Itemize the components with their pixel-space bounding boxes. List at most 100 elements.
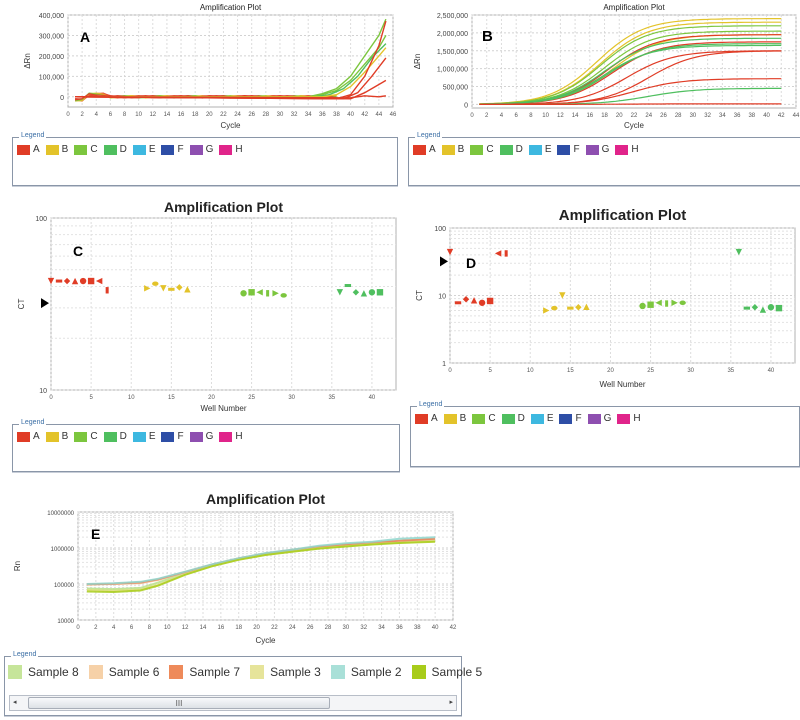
legend-label: Sample 2 [350, 665, 402, 679]
x-tick-label: 28 [675, 113, 682, 119]
legend-label: Sample 8 [28, 665, 79, 679]
legend-swatch [615, 144, 629, 155]
y-tick-label: 100,000 [39, 74, 64, 81]
y-tick-label: 300,000 [39, 33, 64, 40]
legend-item-b: B [45, 144, 69, 155]
amplification-curve-c [479, 25, 782, 105]
legend-label: E [544, 144, 552, 155]
plot-d: Amplification Plot 0 5 10 15 20 25 30 35 40 1 10 100… [415, 207, 796, 389]
legend-items: A B C D E F G H [17, 144, 249, 155]
y-tick-label: 100 [35, 216, 47, 223]
legend-items: A B C D E F G H [415, 413, 647, 424]
x-tick-label: 2 [94, 625, 98, 631]
marker-bar [266, 290, 270, 297]
y-tick-label: 400,000 [39, 13, 64, 20]
legend-label: B [459, 413, 467, 424]
marker-hexagon [679, 300, 686, 306]
amplification-curve-a [479, 103, 782, 105]
marker-diamond [176, 284, 183, 291]
x-axis-label: Cycle [255, 636, 276, 645]
legend-item-e: E [530, 413, 554, 424]
y-tick-label: 1 [442, 361, 446, 368]
x-tick-label: 22 [271, 625, 278, 631]
legend-item-g: G [587, 413, 611, 424]
marker-bar [665, 300, 669, 307]
legend-label: H [633, 413, 641, 424]
x-tick-label: 8 [123, 112, 127, 118]
legend-label: C [90, 431, 98, 442]
x-tick-label: 34 [378, 625, 385, 631]
legend-scrollbar[interactable]: ◂ III ▸ [9, 695, 457, 711]
x-tick-label: 0 [66, 112, 70, 118]
scrollbar-thumb[interactable]: III [28, 697, 330, 709]
scroll-left-arrow-icon[interactable]: ◂ [13, 699, 17, 706]
x-tick-label: 4 [500, 113, 504, 119]
legend-swatch [499, 144, 513, 155]
legend-item-sample-7: Sample 7 [169, 665, 240, 679]
marker-diamond [462, 296, 470, 303]
legend-swatch [219, 144, 233, 155]
marker-triangle-down [559, 292, 566, 299]
marker-square [486, 297, 494, 305]
x-tick-label: 14 [164, 112, 171, 118]
legend-item-h: H [617, 413, 641, 424]
x-tick-label: 32 [291, 112, 298, 118]
panel-a: Amplification Plot 0 2 4 6 8 10 12 14 16 18 20 22 24 2… [0, 0, 400, 190]
y-axis-label: CT [17, 299, 26, 310]
marker-hexagon [152, 281, 159, 286]
x-tick-label: 16 [218, 625, 225, 631]
legend-swatch [559, 413, 573, 424]
legend-item-f: F [161, 144, 184, 155]
plot-c: Amplification Plot 0 5 10 15 20 25 30 35 40 10 100 W… [17, 199, 397, 413]
legend-swatch [45, 431, 59, 442]
panel-label: A [80, 29, 90, 45]
panel-label: B [482, 28, 493, 45]
rn-curve-sample-5 [86, 540, 436, 594]
legend-swatch [8, 665, 22, 679]
x-tick-label: 26 [660, 113, 667, 119]
y-tick-label: 1,500,000 [437, 49, 468, 56]
marker-hexagon [280, 293, 287, 298]
marker-triangle-down [446, 248, 454, 256]
legend-item-sample-6: Sample 6 [88, 665, 159, 679]
legend-swatch [501, 413, 515, 424]
legend-item-a: A [415, 413, 438, 424]
legend-c: Legend A B C D E F G H [12, 419, 400, 472]
legend-item-c: C [470, 144, 494, 155]
legend-item-h: H [615, 144, 639, 155]
legend-swatch [587, 413, 601, 424]
legend-label: Sample 5 [431, 665, 483, 679]
marker-circle [79, 277, 87, 285]
legend-swatch [45, 144, 59, 155]
x-tick-label: 4 [95, 112, 99, 118]
x-tick-label: 6 [515, 113, 519, 119]
legend-label: E [546, 413, 554, 424]
marker-triangle-right [144, 285, 151, 292]
legend-label: B [61, 144, 69, 155]
chart-title: Amplification Plot [200, 3, 262, 12]
legend-label: E [148, 431, 156, 442]
scroll-right-arrow-icon[interactable]: ▸ [449, 699, 453, 706]
chart-title: Amplification Plot [206, 491, 325, 507]
x-tick-label: 32 [360, 625, 367, 631]
marker-bar [105, 287, 109, 294]
x-tick-label: 30 [687, 368, 694, 374]
y-axis-label: ΔRn [23, 53, 32, 69]
x-tick-label: 6 [109, 112, 113, 118]
legend-swatch [413, 144, 426, 155]
legend-label: D [119, 431, 127, 442]
legend-item-d: D [499, 144, 523, 155]
marker-triangle-down [336, 289, 344, 296]
y-tick-label: 2,000,000 [437, 31, 468, 38]
x-tick-label: 24 [289, 625, 296, 631]
x-tick-label: 12 [149, 112, 156, 118]
x-tick-label: 40 [432, 625, 439, 631]
x-tick-label: 10 [164, 625, 171, 631]
marker-dash [743, 306, 751, 310]
legend-swatch [443, 413, 457, 424]
legend-swatch [161, 431, 175, 442]
x-tick-label: 30 [343, 625, 350, 631]
x-tick-label: 42 [778, 113, 785, 119]
